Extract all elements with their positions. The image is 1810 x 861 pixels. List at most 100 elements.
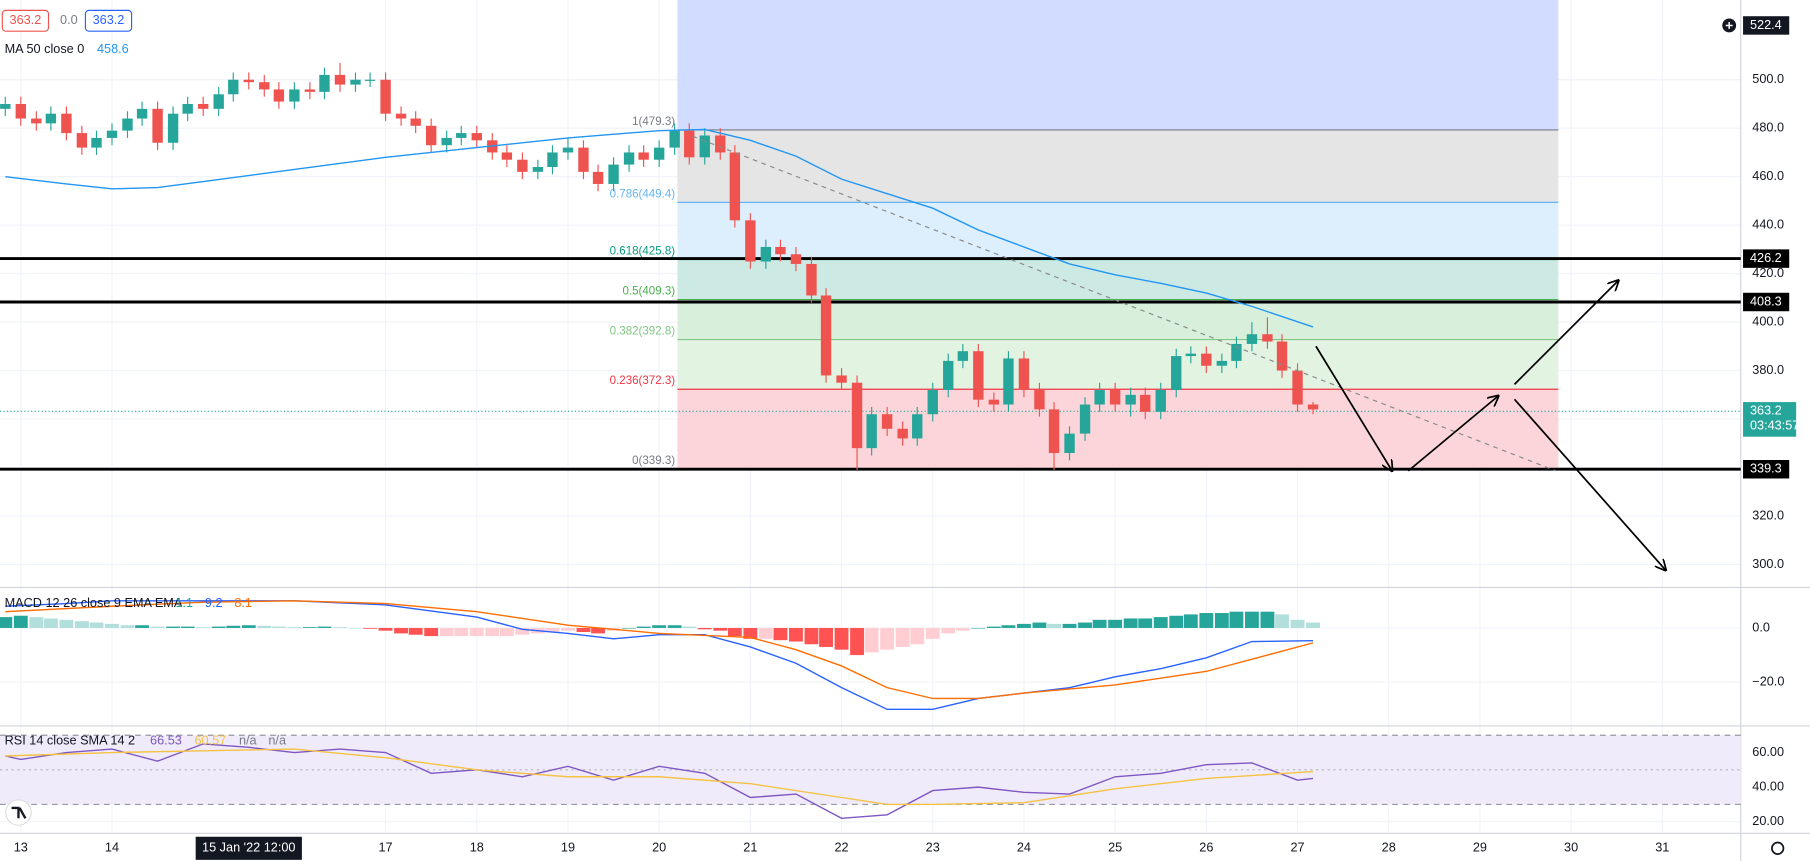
histogram-bar: [29, 617, 44, 628]
ma-legend: MA 50 close 0: [5, 42, 85, 56]
line-series: [5, 748, 1314, 806]
histogram-bar: [211, 626, 226, 628]
candle-body: [228, 79, 239, 95]
candle-body: [881, 414, 893, 429]
price-label: 363.2: [1750, 404, 1782, 418]
candle-body: [1155, 389, 1166, 412]
histogram-bar: [1275, 614, 1289, 628]
status-value: 363.2: [10, 13, 42, 27]
price-label-box: [1743, 460, 1790, 479]
line-series: [5, 600, 1314, 700]
candle-body: [638, 152, 649, 160]
fib-label: 0.5(409.3): [623, 286, 676, 298]
candle-body: [897, 428, 908, 439]
histogram-bar: [1017, 623, 1031, 628]
histogram-bar: [1047, 623, 1061, 628]
histogram-bar: [499, 627, 514, 637]
candle-body: [1201, 353, 1212, 366]
candle-body: [547, 152, 558, 167]
y-tick-label: 60.00: [1752, 745, 1784, 759]
candle-body: [304, 89, 316, 92]
y-tick-label: 300.0: [1752, 557, 1784, 571]
candle-body: [45, 113, 57, 124]
candle-body: [806, 263, 817, 296]
candle-body: [562, 147, 574, 153]
histogram-bar: [485, 627, 500, 637]
histogram-bar: [804, 627, 819, 645]
histogram-bar: [697, 627, 712, 630]
ma-value: 458.6: [97, 42, 129, 56]
settings-icon[interactable]: [1771, 841, 1785, 855]
histogram-bar: [1092, 619, 1107, 628]
histogram-bar: [180, 626, 195, 628]
histogram-bar: [120, 625, 135, 628]
candle-body: [623, 152, 635, 165]
candle-body: [91, 137, 102, 148]
legend-value: 9.2: [205, 596, 223, 610]
histogram-bar: [1062, 623, 1077, 628]
y-tick-label: 440.0: [1752, 218, 1784, 232]
histogram-bar: [74, 621, 89, 628]
candle-body: [471, 133, 482, 141]
price-label-box: [1743, 402, 1797, 437]
histogram-bar: [986, 626, 1001, 628]
x-tick-label: 13: [14, 841, 28, 855]
histogram-bar: [333, 627, 347, 628]
y-tick-label: 40.00: [1752, 779, 1784, 793]
histogram-bar: [1214, 613, 1229, 628]
x-tick-label: 14: [105, 841, 119, 855]
candle-body: [851, 382, 863, 449]
arrow: [1407, 396, 1498, 472]
candle-body: [1292, 370, 1303, 405]
candle-body: [532, 166, 544, 172]
logo-mark: [11, 806, 27, 819]
drawings: [692, 135, 1666, 570]
histogram-bar: [682, 626, 697, 628]
status-box: [1, 9, 50, 32]
candle-body: [973, 351, 984, 400]
countdown-label: 03:43:57: [1750, 419, 1799, 433]
fib-label: 0.786(449.4): [610, 188, 676, 200]
histogram-bar: [834, 627, 849, 650]
histogram-bar: [0, 617, 13, 628]
candle-body: [1276, 341, 1288, 371]
x-tick-label: 23: [926, 841, 940, 855]
histogram-bar: [971, 627, 986, 629]
crosshair-label-box: [1743, 16, 1790, 35]
candle-body: [259, 82, 270, 90]
candle-body: [395, 113, 407, 119]
x-tick-label: 22: [834, 841, 848, 855]
histogram-bar: [59, 619, 74, 628]
fib-label: 0.382(392.8): [610, 326, 676, 338]
candle-body: [76, 133, 88, 148]
y-tick-label: 400.0: [1752, 314, 1784, 328]
candle-body: [699, 135, 710, 158]
candle-body: [182, 103, 193, 114]
cursor-label-box: [195, 836, 302, 860]
candle-body: [1079, 404, 1091, 434]
histogram-bar: [1306, 622, 1320, 628]
histogram-bar: [226, 625, 241, 628]
price-label: 339.3: [1750, 462, 1782, 476]
histogram-bar: [166, 626, 181, 628]
histogram-bar: [1169, 615, 1184, 628]
histogram-bar: [1229, 611, 1244, 628]
x-tick-label: 28: [1382, 841, 1396, 855]
y-tick-label: 460.0: [1752, 169, 1784, 183]
candle-body: [410, 118, 421, 126]
candle-body: [31, 118, 42, 124]
legend-value: 66.53: [150, 733, 182, 747]
y-tick-label: −20.0: [1752, 675, 1784, 689]
histogram-bar: [1108, 619, 1123, 628]
candle-body: [608, 164, 619, 184]
candle-body: [653, 147, 665, 160]
histogram-bar: [378, 627, 393, 631]
candle-body: [61, 113, 72, 134]
candle-body: [1140, 394, 1151, 412]
candle-body: [441, 137, 452, 146]
histogram-bar: [1199, 613, 1214, 628]
candle-body: [334, 74, 346, 85]
candle-body: [136, 108, 148, 119]
candle-body: [1246, 334, 1258, 344]
